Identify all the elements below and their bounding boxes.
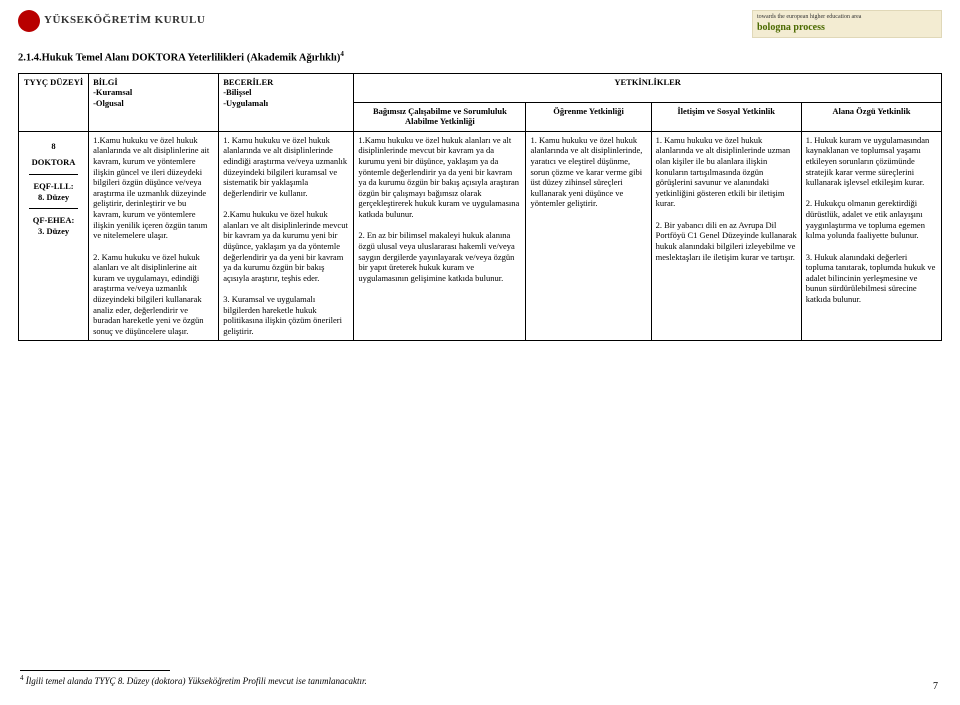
cell-ogrenme-text: 1. Kamu hukuku ve özel hukuk alanlarında…: [530, 135, 642, 209]
th-bagimsiz: Bağımsız Çalışabilme ve Sorumluluk Alabi…: [354, 102, 526, 131]
cell-iletisim-text: 1. Kamu hukuku ve özel hukuk alanlarında…: [656, 135, 797, 262]
th-beceri: BECERİLER -Bilişsel -Uygulamalı: [219, 73, 354, 131]
th-beceri-title: BECERİLER: [223, 77, 349, 88]
cell-level: 8 DOKTORA EQF-LLL: 8. Düzey QF-EHEA: 3. …: [19, 131, 89, 340]
cell-alana-text: 1. Hukuk kuram ve uygulamasından kaynakl…: [806, 135, 936, 304]
bologna-tagline: towards the european higher education ar…: [757, 14, 937, 22]
th-alana-text: Alana Özgü Yetkinlik: [832, 106, 910, 116]
level-qf-ehea: QF-EHEA:: [33, 215, 75, 225]
level-eqf-lll-val: 8. Düzey: [38, 192, 69, 202]
th-level: TYYÇ DÜZEYİ: [19, 73, 89, 131]
cell-bagimsiz: 1.Kamu hukuku ve özel hukuk alanları ve …: [354, 131, 526, 340]
th-beceri-sub2: -Uygulamalı: [223, 98, 349, 109]
cell-ogrenme: 1. Kamu hukuku ve özel hukuk alanlarında…: [526, 131, 651, 340]
footnote-text: İlgili temel alanda TYYÇ 8. Düzey (dokto…: [26, 676, 367, 686]
th-yetkinlik-text: YETKİNLİKLER: [614, 77, 681, 87]
logos-row: YÜKSEKÖĞRETİM KURULU towards the europea…: [18, 10, 942, 40]
section-title-sup: 4: [340, 50, 344, 58]
section-title-text: 2.1.4.Hukuk Temel Alanı DOKTORA Yeterlil…: [18, 53, 340, 64]
level-qf-ehea-val: 3. Düzey: [38, 226, 69, 236]
th-bilgi-title: BİLGİ: [93, 77, 214, 88]
yok-text: YÜKSEKÖĞRETİM KURULU: [44, 14, 205, 28]
footnote: 4 İlgili temel alanda TYYÇ 8. Düzey (dok…: [20, 670, 367, 687]
cell-bagimsiz-text: 1.Kamu hukuku ve özel hukuk alanları ve …: [358, 135, 519, 283]
section-title: 2.1.4.Hukuk Temel Alanı DOKTORA Yeterlil…: [18, 50, 942, 65]
yok-emblem: [18, 10, 40, 32]
logo-yok: YÜKSEKÖĞRETİM KURULU: [18, 10, 205, 32]
cell-beceri-text: 1. Kamu hukuku ve özel hukuk alanlarında…: [223, 135, 348, 336]
th-iletisim-text: İletişim ve Sosyal Yetkinlik: [677, 106, 775, 116]
th-bilgi-sub2: -Olgusal: [93, 98, 214, 109]
competency-table: TYYÇ DÜZEYİ BİLGİ -Kuramsal -Olgusal BEC…: [18, 73, 942, 341]
footnote-num: 4: [20, 674, 24, 682]
th-bagimsiz-text: Bağımsız Çalışabilme ve Sorumluluk Alabi…: [373, 106, 507, 127]
level-doktora: DOKTORA: [23, 157, 84, 168]
page-number: 7: [933, 681, 938, 694]
cell-iletisim: 1. Kamu hukuku ve özel hukuk alanlarında…: [651, 131, 801, 340]
th-beceri-sub1: -Bilişsel: [223, 87, 349, 98]
th-yetkinlik: YETKİNLİKLER: [354, 73, 942, 102]
th-ogrenme-text: Öğrenme Yetkinliği: [553, 106, 624, 116]
cell-beceri: 1. Kamu hukuku ve özel hukuk alanlarında…: [219, 131, 354, 340]
cell-bilgi: 1.Kamu hukuku ve özel hukuk alanlarında …: [89, 131, 219, 340]
cell-bilgi-text: 1.Kamu hukuku ve özel hukuk alanlarında …: [93, 135, 209, 336]
th-bilgi: BİLGİ -Kuramsal -Olgusal: [89, 73, 219, 131]
bologna-brand: bologna process: [757, 22, 937, 35]
th-level-text: TYYÇ DÜZEYİ: [24, 77, 83, 87]
th-iletisim: İletişim ve Sosyal Yetkinlik: [651, 102, 801, 131]
level-eqf-lll: EQF-LLL:: [33, 181, 73, 191]
cell-alana: 1. Hukuk kuram ve uygulamasından kaynakl…: [801, 131, 941, 340]
th-bilgi-sub1: -Kuramsal: [93, 87, 214, 98]
level-8: 8: [23, 141, 84, 152]
logo-bologna: towards the european higher education ar…: [752, 10, 942, 38]
th-alana: Alana Özgü Yetkinlik: [801, 102, 941, 131]
th-ogrenme: Öğrenme Yetkinliği: [526, 102, 651, 131]
